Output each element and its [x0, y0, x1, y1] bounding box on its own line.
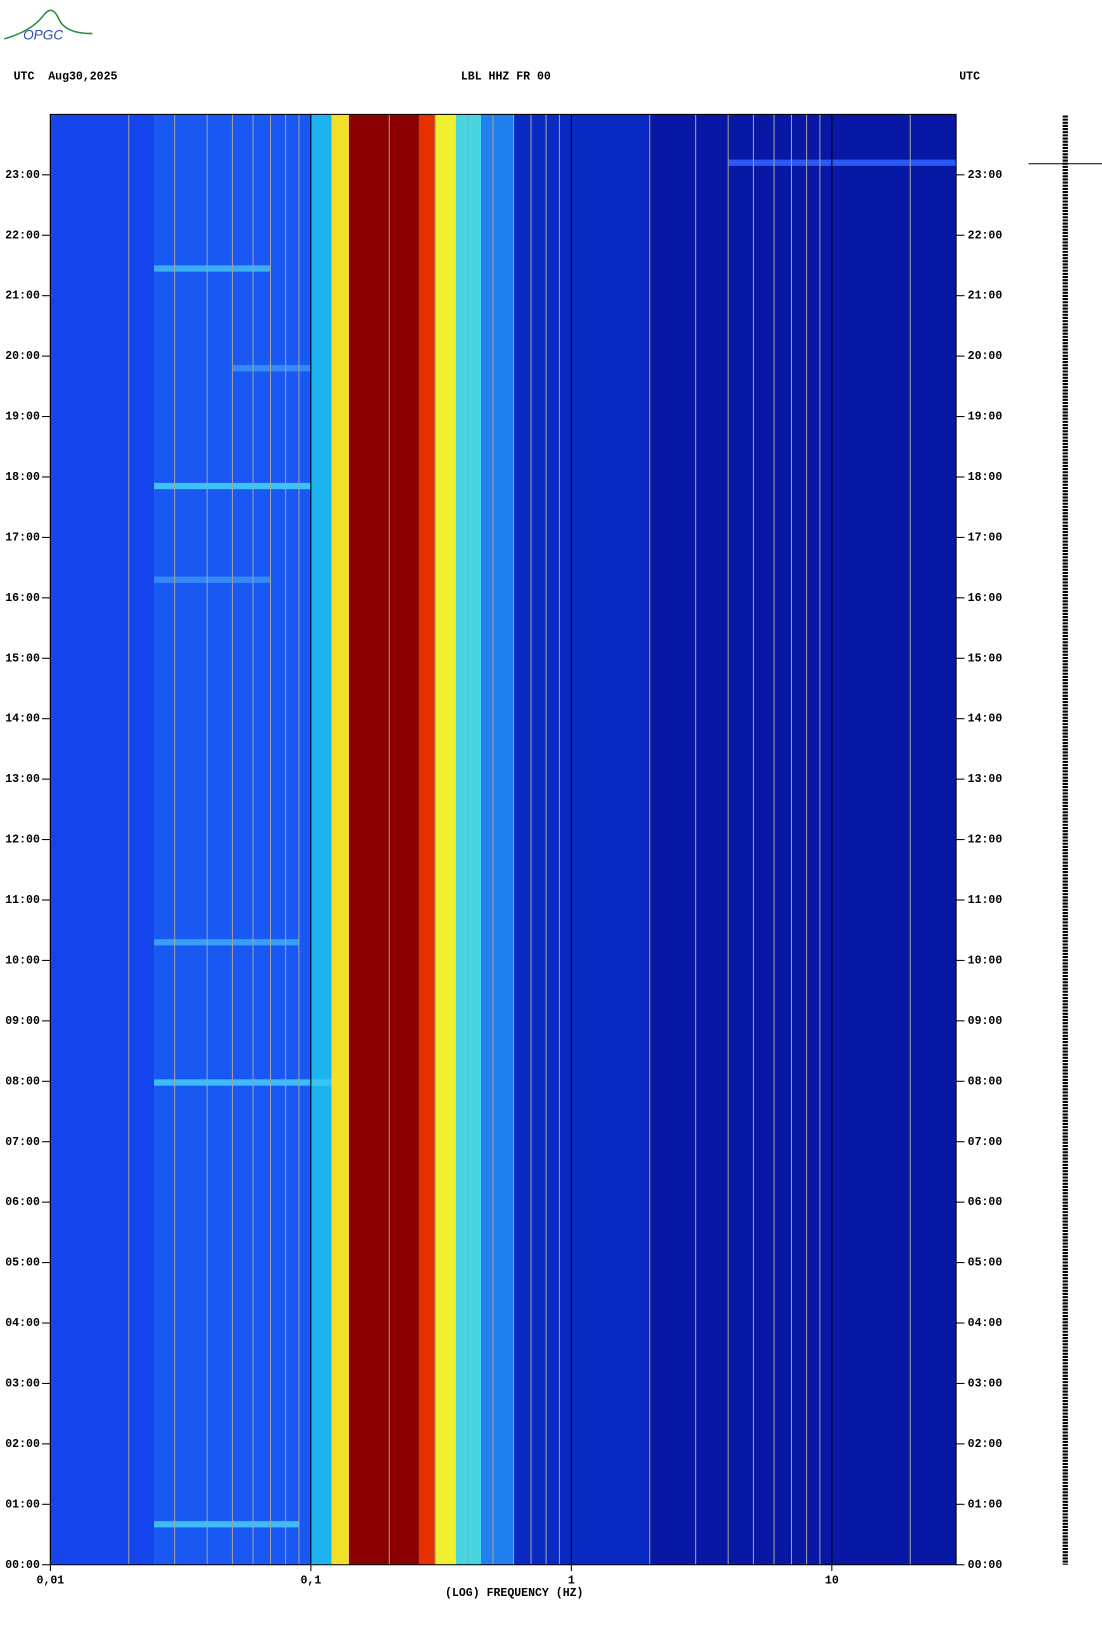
- y-tick-label: 09:00: [5, 1015, 40, 1028]
- x-tick-label: 1: [568, 1575, 575, 1588]
- y-tick-label: 01:00: [968, 1498, 1003, 1511]
- logo: OPGC: [3, 9, 93, 42]
- y-tick-label: 08:00: [5, 1075, 40, 1088]
- y-tick-label: 05:00: [5, 1257, 40, 1270]
- x-tick-label: 0,01: [37, 1575, 65, 1588]
- y-tick-label: 11:00: [968, 894, 1003, 907]
- y-tick-label: 00:00: [968, 1559, 1003, 1572]
- y-tick-label: 11:00: [5, 894, 40, 907]
- y-tick-label: 13:00: [968, 773, 1003, 786]
- event-streak: [154, 576, 271, 583]
- chart-title: LBL HHZ FR 00: [461, 71, 551, 84]
- y-tick-label: 04:00: [968, 1317, 1003, 1330]
- y-tick-label: 20:00: [5, 350, 40, 363]
- event-streak: [154, 265, 271, 272]
- y-tick-label: 00:00: [5, 1559, 40, 1572]
- y-tick-label: 20:00: [968, 350, 1003, 363]
- y-tick-label: 21:00: [5, 290, 40, 303]
- y-tick-label: 17:00: [968, 531, 1003, 544]
- y-tick-label: 22:00: [5, 229, 40, 242]
- y-tick-label: 10:00: [968, 954, 1003, 967]
- logo-curve: [3, 9, 93, 40]
- x-tick-label: 10: [825, 1575, 839, 1588]
- y-tick-label: 18:00: [5, 471, 40, 484]
- y-tick-label: 14:00: [5, 713, 40, 726]
- logo-text: OPGC: [23, 27, 63, 42]
- y-tick-label: 14:00: [968, 713, 1003, 726]
- event-streak: [154, 1521, 299, 1528]
- frequency-band: [348, 114, 419, 1565]
- y-tick-label: 02:00: [5, 1438, 40, 1451]
- y-tick-label: 07:00: [5, 1136, 40, 1149]
- y-tick-label: 10:00: [5, 954, 40, 967]
- frequency-band: [455, 114, 482, 1565]
- y-tick-label: 09:00: [968, 1015, 1003, 1028]
- y-tick-label: 16:00: [5, 592, 40, 605]
- y-tick-label: 15:00: [968, 652, 1003, 665]
- y-tick-label: 18:00: [968, 471, 1003, 484]
- y-tick-label: 01:00: [5, 1498, 40, 1511]
- y-tick-label: 03:00: [5, 1377, 40, 1390]
- spectrogram: 0,01 0,1 1 10 00:00 00:00 01:00 01:00 02:00 02:00…: [5, 113, 1003, 1588]
- x-axis-label: (LOG) FREQUENCY (HZ): [445, 1587, 583, 1600]
- y-tick-label: 22:00: [968, 229, 1003, 242]
- frequency-band: [331, 114, 349, 1565]
- y-tick-label: 06:00: [5, 1196, 40, 1209]
- y-tick-label: 19:00: [5, 411, 40, 424]
- y-tick-label: 12:00: [5, 834, 40, 847]
- y-tick-label: 07:00: [968, 1136, 1003, 1149]
- y-tick-label: 03:00: [968, 1377, 1003, 1390]
- event-streak: [154, 939, 299, 946]
- event-streak: [232, 365, 311, 372]
- event-streak: [728, 159, 957, 166]
- event-streak: [154, 1079, 332, 1086]
- y-tick-label: 06:00: [968, 1196, 1003, 1209]
- y-tick-label: 16:00: [968, 592, 1003, 605]
- y-tick-label: 12:00: [968, 834, 1003, 847]
- y-tick-label: 23:00: [968, 169, 1003, 182]
- frequency-band: [513, 114, 650, 1565]
- y-tick-label: 15:00: [5, 652, 40, 665]
- right-header: UTC: [959, 71, 980, 84]
- frequency-band: [418, 114, 436, 1565]
- frequency-band: [435, 114, 456, 1565]
- y-tick-label: 19:00: [968, 411, 1003, 424]
- frequency-band: [310, 114, 332, 1565]
- frequency-band: [649, 114, 957, 1565]
- seismogram-trace: [1028, 115, 1102, 1565]
- y-tick-label: 13:00: [5, 773, 40, 786]
- left-header: UTC Aug30,2025: [14, 71, 118, 84]
- plot-frame: [49, 113, 957, 1566]
- y-tick-label: 05:00: [968, 1257, 1003, 1270]
- y-tick-label: 08:00: [968, 1075, 1003, 1088]
- frequency-band: [50, 114, 155, 1565]
- y-tick-label: 02:00: [968, 1438, 1003, 1451]
- y-tick-label: 23:00: [5, 169, 40, 182]
- frequency-band: [481, 114, 514, 1565]
- x-tick-label: 0,1: [300, 1575, 321, 1588]
- y-tick-label: 17:00: [5, 531, 40, 544]
- y-tick-label: 04:00: [5, 1317, 40, 1330]
- y-tick-label: 21:00: [968, 290, 1003, 303]
